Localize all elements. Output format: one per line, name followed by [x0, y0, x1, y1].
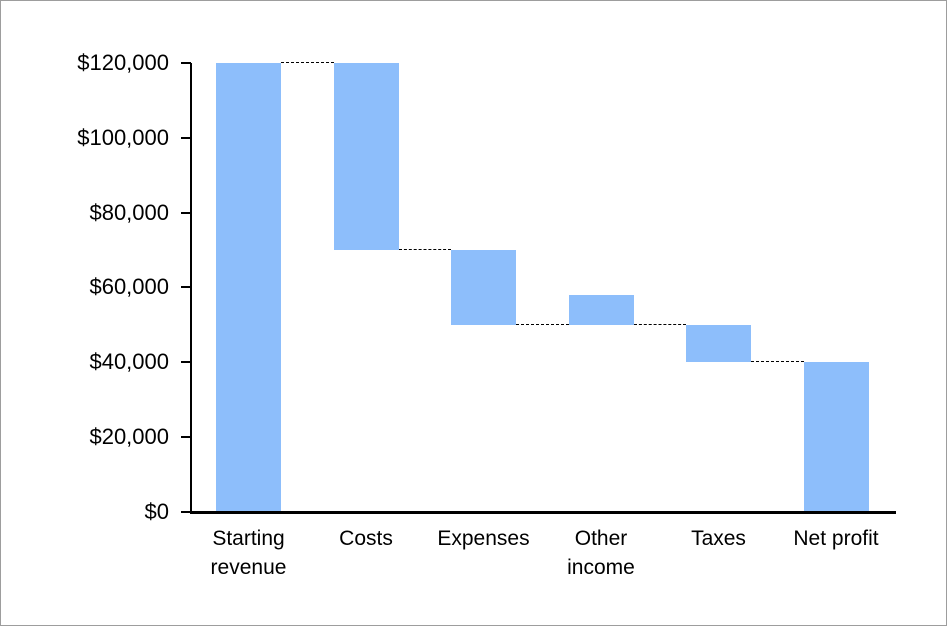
connector-line-2 [516, 323, 569, 325]
y-tick-label: $100,000 [77, 124, 169, 150]
connector-line-3 [633, 323, 686, 325]
waterfall-bar-starting-revenue [216, 63, 281, 512]
y-tick-label: $80,000 [89, 199, 169, 225]
connector-line-0 [281, 62, 334, 63]
x-category-label: Costs [339, 527, 393, 550]
y-tick-label: $120,000 [77, 50, 169, 75]
waterfall-bar-taxes [686, 324, 751, 362]
x-category-label: Taxes [691, 527, 746, 550]
y-axis-tick [181, 136, 191, 139]
y-tick-label: $40,000 [89, 349, 169, 374]
x-category-label: Other income [567, 527, 635, 579]
y-axis-tick [181, 435, 191, 438]
connector-line-4 [751, 361, 804, 362]
connector-line-1 [398, 248, 451, 250]
waterfall-bar-other-income [568, 294, 634, 325]
y-axis-tick [181, 361, 191, 363]
x-axis-line [190, 511, 896, 514]
x-category-label: Net profit [793, 527, 879, 550]
waterfall-bar-expenses [451, 249, 516, 325]
y-axis-tick [181, 62, 191, 64]
y-axis-tick [181, 510, 191, 513]
y-axis-tick [181, 211, 191, 214]
y-tick-label: $60,000 [89, 274, 169, 300]
y-axis-line [190, 63, 192, 513]
waterfall-bar-net-profit [803, 362, 869, 512]
x-category-label: Starting revenue [210, 527, 287, 579]
y-tick-label: $0 [144, 498, 169, 524]
y-tick-label: $20,000 [89, 423, 169, 449]
x-category-label: Expenses [437, 527, 530, 550]
y-axis-tick [181, 286, 191, 289]
waterfall-bar-costs [333, 63, 399, 250]
